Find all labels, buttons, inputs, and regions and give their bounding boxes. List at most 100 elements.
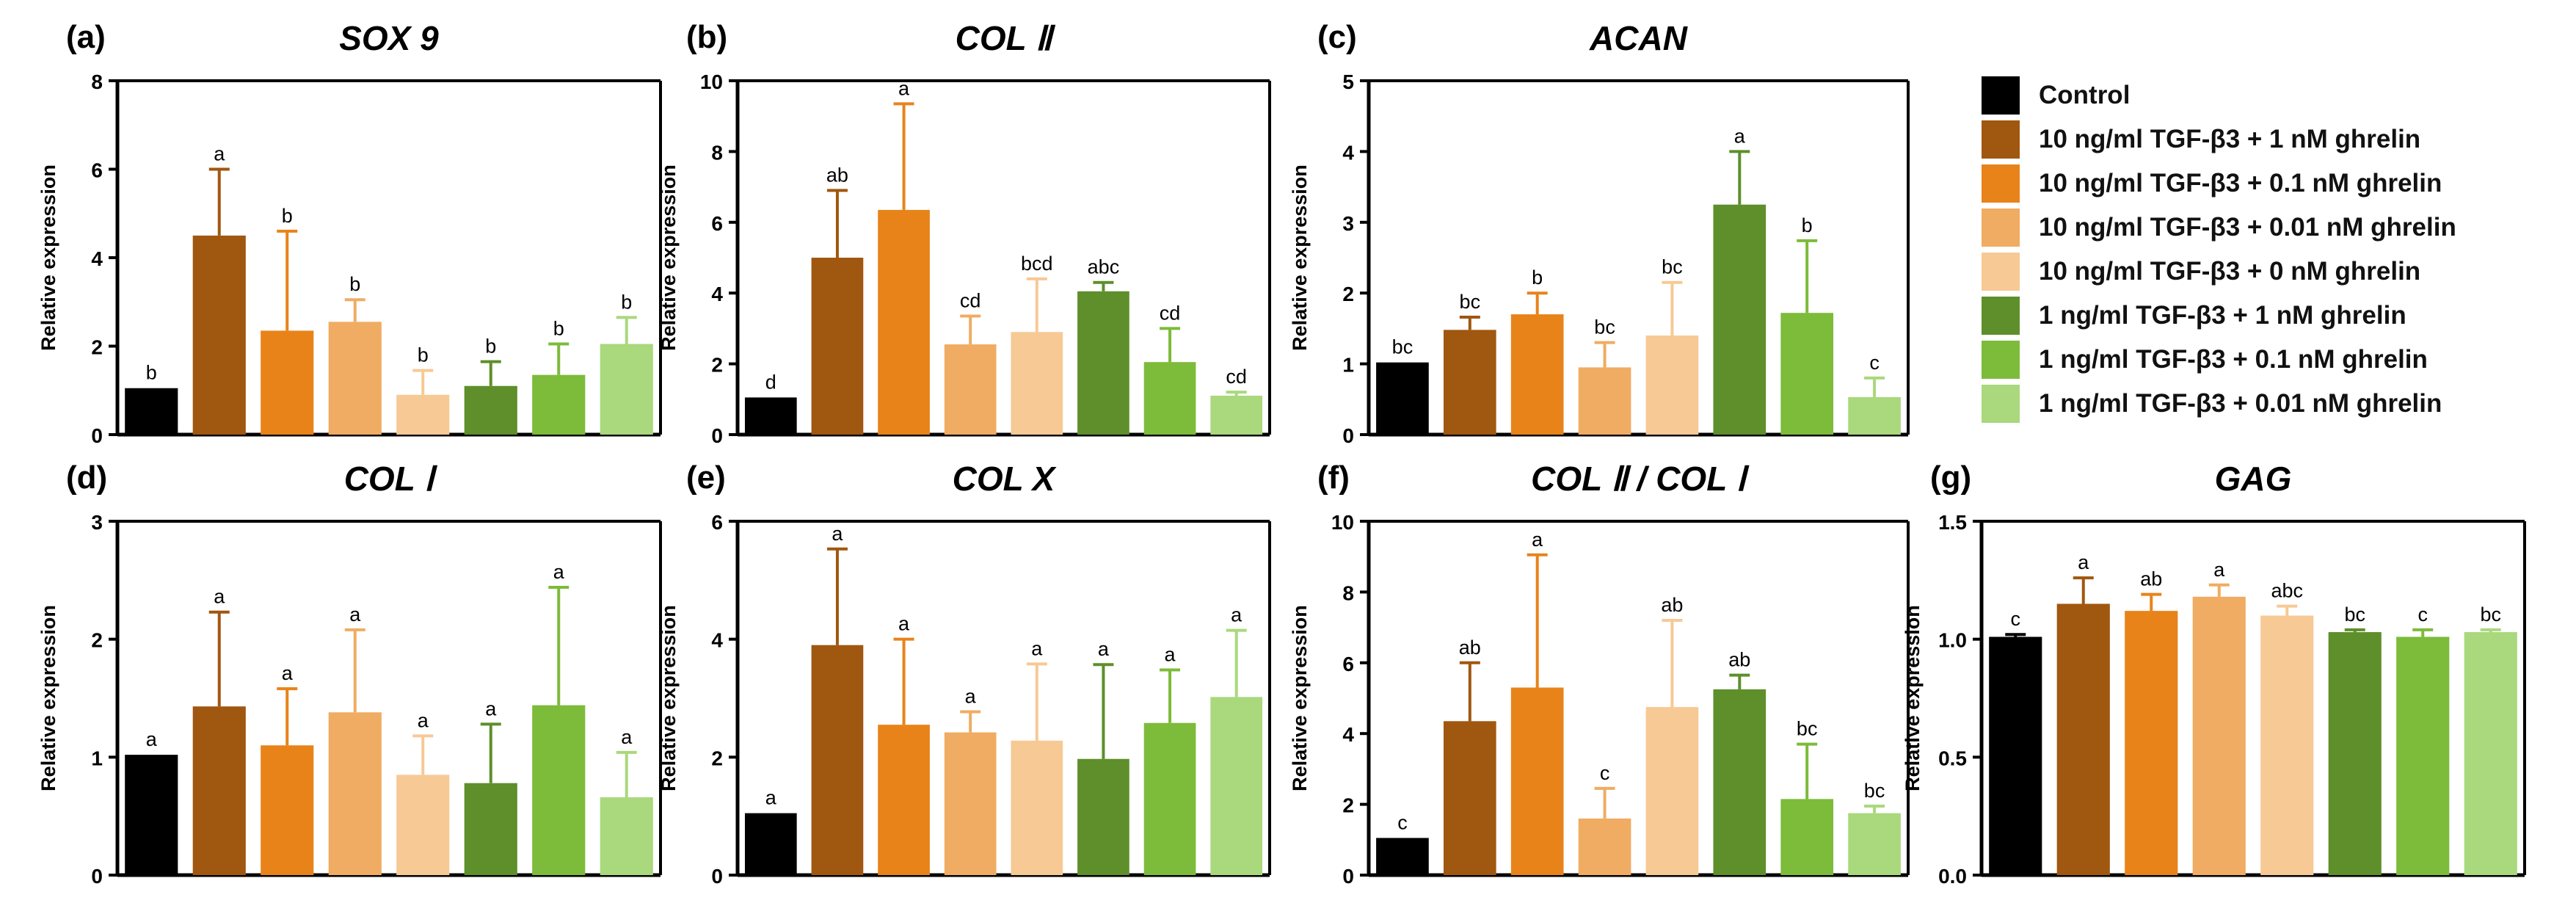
significance-label: c <box>2011 608 2021 630</box>
significance-label: a <box>965 685 977 707</box>
bar <box>2192 596 2246 875</box>
significance-label: ab <box>826 164 848 186</box>
y-tick-label: 1.0 <box>1938 629 1967 652</box>
significance-label: abc <box>2271 580 2303 602</box>
bar <box>1989 637 2042 875</box>
bar <box>532 705 586 875</box>
significance-label: c <box>1600 762 1610 784</box>
y-tick-label: 3 <box>1342 212 1354 235</box>
significance-label: ab <box>1728 649 1750 671</box>
significance-label: a <box>1165 643 1176 665</box>
bar <box>1011 740 1063 875</box>
panel-letter: (f) <box>1317 460 1350 496</box>
significance-label: cd <box>1160 302 1181 324</box>
y-tick-label: 1 <box>1342 354 1354 377</box>
chart-title: GAG <box>2215 460 2292 498</box>
bar <box>1443 330 1496 435</box>
bar <box>811 258 864 435</box>
y-tick-label: 6 <box>711 511 723 534</box>
bar <box>1210 697 1263 875</box>
chart-title: COL Ⅱ <box>956 19 1056 57</box>
legend-item-10tgf-0.01ghrelin: 10 ng/ml TGF-β3 + 0.01 nM ghrelin <box>1982 206 2456 250</box>
panel-b: (b) COL Ⅱ 0 2 4 6 8 10 Relative expression d ab a cd… <box>658 19 1271 447</box>
significance-label: a <box>898 77 910 99</box>
significance-label: ab <box>1661 594 1683 616</box>
bar <box>1376 838 1429 875</box>
bar <box>2464 632 2517 875</box>
y-axis-label: Relative expression <box>1902 605 1924 791</box>
significance-label: a <box>621 726 633 748</box>
significance-label: a <box>349 603 361 625</box>
y-axis-label: Relative expression <box>658 164 680 351</box>
legend-swatch <box>1982 385 2020 423</box>
significance-label: c <box>1869 352 1880 374</box>
bar <box>744 813 797 875</box>
bar <box>2125 611 2178 875</box>
legend-label: 10 ng/ml TGF-β3 + 1 nM ghrelin <box>2039 125 2421 153</box>
legend-label: Control <box>2039 81 2131 109</box>
significance-label: b <box>418 344 429 366</box>
bar <box>1713 689 1767 875</box>
legend: Control 10 ng/ml TGF-β3 + 1 nM ghrelin 1… <box>1982 73 2456 426</box>
significance-label: d <box>765 371 776 393</box>
y-tick-label: 0 <box>711 865 723 888</box>
significance-label: bcd <box>1021 253 1053 275</box>
significance-label: a <box>146 728 158 750</box>
panel-letter: (g) <box>1930 460 1971 496</box>
bar <box>1578 818 1631 875</box>
significance-label: bc <box>1594 316 1615 338</box>
chart-title: SOX 9 <box>339 19 439 57</box>
bar <box>192 706 246 875</box>
significance-label: bc <box>2344 603 2365 625</box>
significance-label: cd <box>1226 366 1247 388</box>
y-tick-label: 1 <box>91 747 103 769</box>
chart-title: COL Ⅰ <box>344 460 438 498</box>
y-tick-label: 2 <box>1342 794 1354 817</box>
legend-swatch <box>1982 208 2020 247</box>
bar <box>1011 332 1063 435</box>
bar <box>396 775 450 875</box>
panel-a: (a) SOX 9 0 2 4 6 8 Relative expression b a b b b b b b <box>37 19 662 447</box>
significance-label: c <box>1397 811 1408 833</box>
bar <box>1645 707 1699 875</box>
significance-label: b <box>485 336 496 358</box>
significance-label: cd <box>960 290 981 312</box>
significance-label: a <box>898 613 910 635</box>
legend-swatch <box>1982 341 2020 379</box>
y-tick-label: 4 <box>711 629 723 652</box>
bar <box>261 330 314 435</box>
y-tick-label: 2 <box>711 354 723 377</box>
bar <box>1143 362 1196 435</box>
bar <box>464 783 517 875</box>
significance-label: a <box>832 523 843 545</box>
bar <box>328 712 382 875</box>
y-tick-label: 6 <box>711 212 723 235</box>
significance-label: bc <box>1662 256 1683 278</box>
y-tick-label: 6 <box>1342 653 1354 675</box>
panel-letter: (a) <box>66 19 106 55</box>
panel-letter: (c) <box>1317 19 1357 55</box>
y-tick-label: 5 <box>1342 70 1354 93</box>
significance-label: a <box>282 662 294 684</box>
significance-label: a <box>485 697 497 719</box>
chart-title: ACAN <box>1589 19 1688 57</box>
bar <box>1143 722 1196 875</box>
bar <box>1780 313 1834 435</box>
legend-item-control: Control <box>1982 73 2456 117</box>
bar <box>2328 632 2382 875</box>
significance-label: b <box>621 291 632 313</box>
significance-label: bc <box>1797 718 1818 740</box>
bar <box>1077 758 1129 875</box>
y-axis-label: Relative expression <box>1289 605 1311 791</box>
bar <box>2056 603 2110 875</box>
y-tick-label: 2 <box>711 747 723 769</box>
significance-label: bc <box>1460 291 1481 313</box>
panel-d: (d) COL Ⅰ 0 1 2 3 Relative expression a a a a a a a a <box>37 460 662 888</box>
bar <box>1848 396 1901 435</box>
significance-label: a <box>2078 551 2089 573</box>
y-tick-label: 2 <box>1342 283 1354 305</box>
y-axis-label: Relative expression <box>658 605 680 791</box>
bar <box>1780 799 1834 875</box>
bar <box>600 797 653 875</box>
